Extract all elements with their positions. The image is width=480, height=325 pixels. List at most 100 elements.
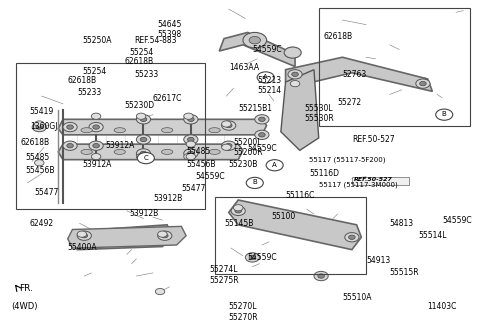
Circle shape bbox=[284, 47, 301, 58]
Text: 62618B: 62618B bbox=[68, 76, 97, 85]
Text: 54559C: 54559C bbox=[442, 215, 471, 225]
Text: REF.54-883: REF.54-883 bbox=[134, 35, 177, 45]
Polygon shape bbox=[68, 227, 186, 248]
Text: C: C bbox=[144, 155, 148, 161]
Circle shape bbox=[91, 113, 101, 119]
Bar bbox=[215, 197, 366, 275]
Bar bbox=[352, 177, 408, 185]
Text: 55485: 55485 bbox=[186, 147, 210, 156]
Text: 55419: 55419 bbox=[30, 107, 54, 116]
Text: 55254: 55254 bbox=[82, 67, 106, 75]
Ellipse shape bbox=[114, 128, 125, 133]
Circle shape bbox=[156, 289, 165, 295]
Text: 55477: 55477 bbox=[35, 188, 59, 197]
Circle shape bbox=[184, 113, 193, 119]
Circle shape bbox=[222, 144, 231, 150]
Text: 55270L
55270R: 55270L 55270R bbox=[229, 302, 258, 322]
Circle shape bbox=[226, 124, 232, 128]
Text: 55215B1: 55215B1 bbox=[238, 104, 272, 113]
Circle shape bbox=[184, 115, 198, 124]
Circle shape bbox=[67, 125, 73, 129]
Circle shape bbox=[77, 231, 87, 237]
Text: 53912B: 53912B bbox=[129, 209, 158, 218]
Circle shape bbox=[186, 141, 195, 147]
Polygon shape bbox=[58, 144, 243, 160]
Circle shape bbox=[140, 151, 147, 156]
Circle shape bbox=[89, 123, 103, 132]
Circle shape bbox=[67, 144, 73, 148]
Text: 55530L
55530R: 55530L 55530R bbox=[304, 104, 334, 123]
Ellipse shape bbox=[161, 128, 173, 133]
Text: 55456B: 55456B bbox=[186, 160, 216, 169]
Text: 11403C: 11403C bbox=[427, 302, 456, 311]
Text: 1360GJ: 1360GJ bbox=[30, 123, 57, 131]
Circle shape bbox=[89, 141, 103, 150]
Text: 55213
55214: 55213 55214 bbox=[257, 76, 281, 95]
Text: A: A bbox=[264, 74, 268, 80]
Circle shape bbox=[222, 121, 231, 127]
Circle shape bbox=[140, 137, 147, 142]
Text: 55200L
55200R: 55200L 55200R bbox=[233, 138, 263, 157]
Text: 55117 (55117-3M000): 55117 (55117-3M000) bbox=[319, 181, 397, 188]
Polygon shape bbox=[281, 70, 319, 150]
Circle shape bbox=[63, 123, 77, 132]
Circle shape bbox=[226, 144, 232, 148]
Ellipse shape bbox=[81, 128, 92, 133]
Text: 55230B: 55230B bbox=[229, 160, 258, 169]
Circle shape bbox=[158, 231, 167, 237]
Bar bbox=[319, 7, 470, 125]
Text: 55116D: 55116D bbox=[309, 169, 339, 178]
Circle shape bbox=[136, 113, 146, 119]
Circle shape bbox=[257, 72, 274, 83]
Text: 55477: 55477 bbox=[181, 185, 206, 193]
Circle shape bbox=[288, 70, 302, 79]
Text: 62617C: 62617C bbox=[153, 95, 182, 103]
Circle shape bbox=[345, 233, 359, 242]
Text: 53912B: 53912B bbox=[153, 194, 182, 203]
Text: B: B bbox=[252, 179, 257, 185]
Circle shape bbox=[93, 125, 99, 129]
Ellipse shape bbox=[209, 150, 220, 154]
Text: 54813: 54813 bbox=[390, 219, 414, 228]
Text: 55117 (55117-5F200): 55117 (55117-5F200) bbox=[309, 157, 386, 163]
Circle shape bbox=[136, 153, 146, 160]
Polygon shape bbox=[219, 32, 295, 67]
Circle shape bbox=[136, 115, 151, 124]
Polygon shape bbox=[286, 57, 432, 91]
Text: 55515R: 55515R bbox=[390, 268, 420, 277]
Circle shape bbox=[348, 235, 355, 240]
Text: 55230D: 55230D bbox=[124, 101, 155, 110]
Text: 55233: 55233 bbox=[77, 88, 101, 97]
Text: B: B bbox=[442, 111, 446, 117]
Circle shape bbox=[161, 234, 168, 238]
Polygon shape bbox=[58, 119, 266, 135]
Text: 53912A: 53912A bbox=[106, 141, 135, 150]
Text: 62492: 62492 bbox=[30, 219, 54, 228]
Circle shape bbox=[314, 271, 328, 281]
Circle shape bbox=[136, 135, 151, 144]
Circle shape bbox=[188, 151, 194, 156]
Circle shape bbox=[222, 141, 236, 150]
Text: 55145B: 55145B bbox=[224, 219, 253, 228]
Text: 55510A: 55510A bbox=[342, 293, 372, 302]
Circle shape bbox=[255, 130, 269, 139]
Text: 62618B: 62618B bbox=[324, 32, 353, 41]
Text: 54559C: 54559C bbox=[248, 144, 277, 153]
Text: 55272: 55272 bbox=[337, 98, 362, 107]
Circle shape bbox=[186, 153, 195, 160]
Text: 55100: 55100 bbox=[271, 213, 296, 221]
Text: 55254: 55254 bbox=[129, 48, 154, 57]
Circle shape bbox=[436, 109, 453, 120]
Circle shape bbox=[184, 149, 198, 158]
Circle shape bbox=[77, 231, 91, 240]
Circle shape bbox=[81, 234, 87, 238]
Circle shape bbox=[35, 121, 44, 127]
Text: 55514L: 55514L bbox=[418, 231, 447, 240]
Circle shape bbox=[222, 121, 236, 130]
Bar bbox=[15, 63, 205, 209]
Text: 54559C: 54559C bbox=[248, 253, 277, 262]
Text: 54559C: 54559C bbox=[252, 45, 282, 54]
Text: 55250A: 55250A bbox=[82, 35, 111, 45]
Circle shape bbox=[91, 153, 101, 160]
Text: 55456B: 55456B bbox=[25, 166, 55, 175]
